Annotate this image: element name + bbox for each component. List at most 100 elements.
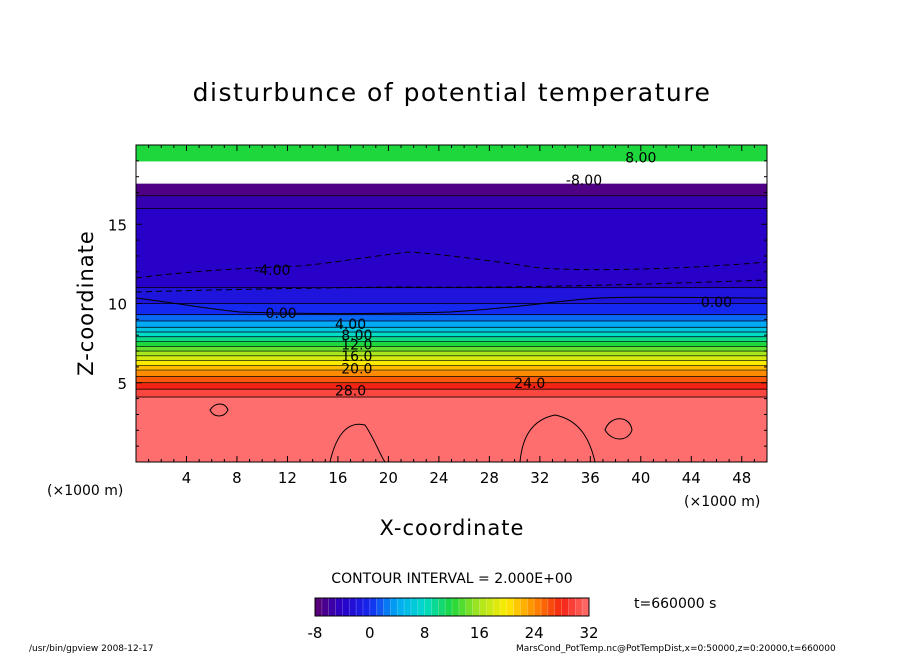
colorbar-cell — [493, 598, 501, 616]
contour-label: 0.00 — [266, 306, 297, 322]
contour-label: 12.0 — [341, 338, 372, 354]
field-band — [136, 365, 767, 371]
contour-line-neg4 — [136, 251, 767, 279]
footer-right: MarsCond_PotTemp.nc@PotTempDist,x=0:5000… — [516, 644, 836, 654]
colorbar-cell — [554, 598, 562, 616]
colorbar-cell — [513, 598, 521, 616]
colorbar-cell — [438, 598, 446, 616]
time-label: t=660000 s — [634, 596, 716, 612]
colorbar-cell — [527, 598, 535, 616]
colorbar-cell — [568, 598, 576, 616]
colorbar-tick-label: 32 — [579, 624, 598, 642]
field-band — [136, 320, 767, 328]
contour-labels: 8.00-8.00-4.000.000.004.008.0012.016.020… — [254, 151, 732, 400]
field-band — [136, 389, 767, 398]
colorbar-cell — [369, 598, 377, 616]
field-band — [136, 327, 767, 333]
colorbar-cell — [410, 598, 419, 616]
field-band — [136, 341, 767, 347]
colorbar-cell — [506, 598, 514, 616]
x-tick-label: 36 — [581, 469, 600, 487]
x-unit-right: (×1000 m) — [684, 494, 760, 510]
x-tick-label: 12 — [278, 469, 297, 487]
field-band — [136, 355, 767, 362]
colorbar-tick-label: 16 — [470, 624, 489, 642]
chart-title: disturbunce of potential temperature — [193, 78, 712, 107]
field-band — [136, 195, 767, 209]
footer-left: /usr/bin/gpview 2008-12-17 — [29, 644, 153, 654]
contour-label: 8.00 — [341, 328, 372, 344]
field-band — [136, 287, 767, 305]
x-tick-label: 20 — [379, 469, 398, 487]
x-tick-label: 4 — [182, 469, 192, 487]
colorbar-cell — [541, 598, 549, 616]
field-band — [136, 382, 767, 390]
colorbar-cell — [362, 598, 371, 616]
contour-label: 16.0 — [341, 349, 372, 365]
colorbar-cell — [383, 598, 391, 616]
colorbar-cell — [582, 598, 590, 616]
colorbar-cell — [486, 598, 494, 616]
contour-label: 24.0 — [514, 376, 545, 392]
colorbar-cell — [376, 598, 384, 616]
colorbar-cell — [390, 598, 398, 616]
field-band — [136, 336, 767, 343]
colorbar-tick-label: -8 — [308, 624, 323, 642]
colorbar-cell — [547, 598, 556, 616]
contour-line-neg2 — [136, 279, 767, 293]
field-band — [136, 370, 767, 378]
contour-line-thermal-1 — [329, 423, 386, 462]
contour-label: 20.0 — [341, 361, 372, 377]
x-tick-label: 44 — [682, 469, 701, 487]
colorbar-ticks: -8 0 8 16 24 32 — [308, 624, 599, 642]
contour-label: 0.00 — [701, 295, 732, 311]
contour-interval: CONTOUR INTERVAL = 2.000E+00 — [331, 571, 572, 587]
colorbar-cell — [465, 598, 473, 616]
y-tick-label: 10 — [108, 296, 127, 314]
colorbar-cell — [534, 598, 542, 616]
field-band — [136, 376, 767, 384]
x-axis: 4 8 12 16 20 24 28 32 36 40 44 48 — [148, 145, 755, 487]
colorbar-cell — [431, 598, 439, 616]
x-tick-label: 32 — [530, 469, 549, 487]
colorbar-tick-label: 24 — [525, 624, 544, 642]
contour-line-thermal-3 — [604, 418, 633, 440]
contour-label: 4.00 — [335, 317, 366, 333]
contour-label: 28.0 — [335, 384, 366, 400]
contour-line-zero — [136, 296, 767, 314]
colorbar-cell — [356, 598, 364, 616]
colorbar-frame — [314, 597, 590, 617]
y-axis-label: Z-coordinate — [74, 230, 98, 376]
colorbar-cell — [499, 598, 508, 616]
colorbar-cell — [472, 598, 480, 616]
x-tick-label: 28 — [480, 469, 499, 487]
field-band — [136, 360, 767, 366]
contour-lines — [136, 195, 767, 462]
colorbar-cell — [424, 598, 432, 616]
y-tick-label: 5 — [117, 375, 127, 393]
x-axis-label: X-coordinate — [380, 516, 525, 540]
contour-label: 8.00 — [625, 151, 656, 167]
field-band — [136, 351, 767, 357]
colorbar-cell — [321, 598, 329, 616]
x-tick-label: 40 — [631, 469, 650, 487]
colorbar-cell — [452, 598, 460, 616]
colorbar-tick-label: 0 — [365, 624, 375, 642]
field-bands — [136, 145, 767, 462]
field-band — [136, 397, 767, 462]
x-tick-label: 8 — [232, 469, 242, 487]
x-tick-label: 48 — [732, 469, 751, 487]
colorbar-cell — [342, 598, 350, 616]
contour-line-thermal-4 — [209, 403, 229, 417]
field-band — [136, 303, 767, 316]
x-unit-left: (×1000 m) — [47, 483, 123, 499]
colorbar-cell — [575, 598, 583, 616]
y-axis: 5 10 15 — [108, 160, 767, 447]
colorbar-cell — [404, 598, 412, 616]
contour-label: -4.00 — [254, 263, 290, 279]
colorbar-cell — [335, 598, 343, 616]
field-band — [136, 145, 767, 162]
field-band — [136, 332, 767, 338]
x-tick-label: 24 — [429, 469, 448, 487]
